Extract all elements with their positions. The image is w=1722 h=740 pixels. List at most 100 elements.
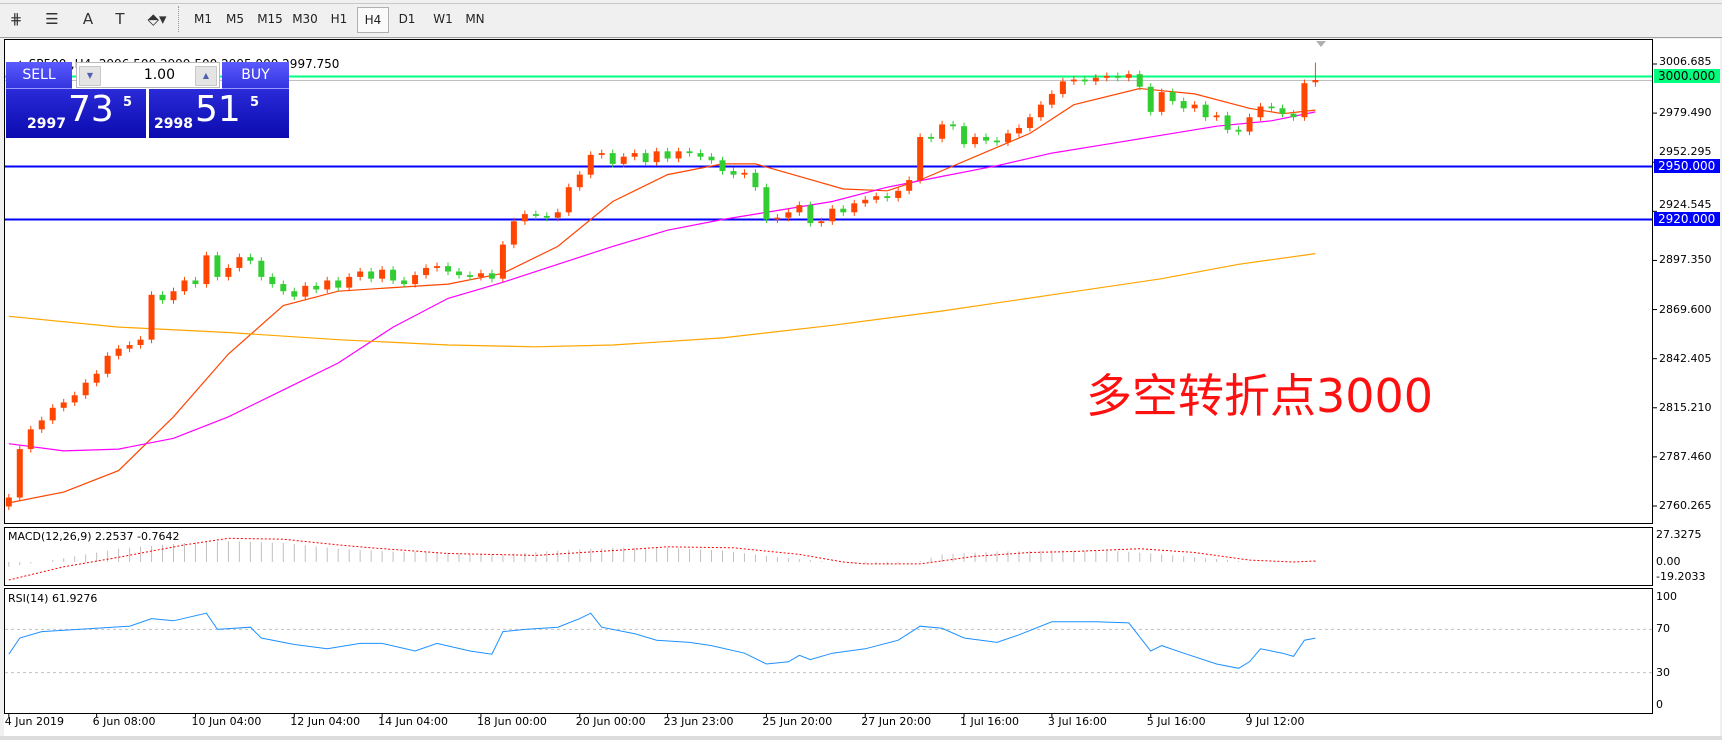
candle-body: [697, 153, 704, 157]
candle-body: [741, 172, 748, 175]
rsi-label: RSI(14) 61.9276: [8, 592, 98, 605]
moving-average-line: [8, 111, 1316, 452]
candle-body: [1191, 104, 1198, 109]
candle-body: [994, 140, 1000, 143]
candle-body: [1268, 106, 1275, 109]
candle-body: [434, 266, 441, 268]
candle-body: [357, 271, 364, 277]
candle-body: [247, 257, 254, 261]
timeframe-m5-button[interactable]: M5: [226, 12, 244, 26]
candle-body: [917, 136, 924, 181]
rsi-line: [8, 612, 1316, 669]
candle-body: [5, 497, 12, 507]
lot-increase-icon[interactable]: ▲: [195, 66, 217, 86]
timeframe-w1-button[interactable]: W1: [433, 12, 453, 26]
time-axis-label: 27 Jun 20:00: [861, 715, 932, 728]
candle-body: [609, 153, 616, 164]
text-icon[interactable]: A: [82, 10, 94, 28]
macd-axis-label: 27.3275: [1656, 528, 1702, 541]
toolbar-separator: [178, 6, 181, 32]
time-axis-label: 10 Jun 04:00: [191, 715, 262, 728]
rsi-axis-label: 30: [1656, 665, 1670, 679]
price-axis-label: 2842.405: [1659, 351, 1712, 365]
lot-decrease-icon[interactable]: ▼: [79, 66, 101, 86]
price-axis-label: 2815.210: [1659, 400, 1712, 414]
timeframe-h4-button[interactable]: H4: [357, 7, 389, 33]
macd-axis-label: -19.2033: [1656, 570, 1706, 583]
text-label-icon[interactable]: T: [115, 10, 125, 28]
candle-body: [1290, 113, 1297, 118]
chart-window[interactable]: [4, 39, 1720, 736]
lot-size-field[interactable]: ▼ 1.00 ▲: [76, 62, 220, 88]
candle-body: [60, 402, 67, 408]
candle-body: [598, 153, 605, 155]
time-axis-label: 18 Jun 00:00: [476, 715, 547, 728]
candle-body: [686, 151, 693, 154]
buy-price-fraction: 5: [250, 95, 260, 110]
candle-body: [82, 382, 89, 396]
candle-body: [1026, 117, 1033, 129]
time-axis-label: 23 Jun 23:00: [663, 715, 734, 728]
candle-body: [126, 345, 133, 349]
candle-body: [466, 275, 473, 277]
timeframe-m30-button[interactable]: M30: [292, 12, 318, 26]
price-axis-label: 2869.600: [1659, 302, 1712, 316]
candle-body: [796, 205, 803, 213]
time-axis-label: 4 Jun 2019: [4, 715, 64, 728]
candle-body: [554, 212, 561, 218]
price-axis-label: 3006.685: [1659, 55, 1712, 68]
time-axis-label: 6 Jun 08:00: [92, 715, 156, 728]
candle-body: [170, 291, 177, 301]
candle-body: [653, 151, 660, 163]
timeframe-m1-button[interactable]: M1: [194, 12, 212, 26]
rsi-pane-frame: [4, 588, 1653, 714]
candle-body: [510, 221, 517, 245]
candle-body: [1114, 75, 1121, 78]
candle-body: [379, 269, 386, 279]
time-axis-label: 5 Jul 16:00: [1146, 715, 1206, 728]
timeframe-m15-button[interactable]: M15: [257, 12, 283, 26]
candle-body: [785, 212, 792, 218]
candle-body: [1136, 74, 1143, 87]
chart-annotation-text[interactable]: 多空转折点3000: [1086, 369, 1434, 423]
candle-body: [719, 160, 726, 172]
lot-size-value[interactable]: 1.00: [143, 67, 175, 83]
timeframe-h1-button[interactable]: H1: [330, 12, 348, 26]
arrows-icon[interactable]: ⬘▾: [147, 10, 167, 28]
candle-body: [203, 255, 210, 285]
timeframe-d1-button[interactable]: D1: [398, 12, 416, 26]
buy-price-button[interactable]: 2998 51 5: [149, 89, 289, 138]
rsi-axis-label: 0: [1656, 698, 1663, 711]
candle-body: [1180, 101, 1187, 109]
time-axis-label: 14 Jun 04:00: [378, 715, 448, 728]
rsi-axis-label: 70: [1656, 622, 1670, 636]
macd-label: MACD(12,26,9) 2.2537 -0.7642: [8, 530, 180, 543]
fibonacci-expansion-icon[interactable]: ⋕: [9, 10, 23, 28]
candle-body: [906, 180, 913, 191]
moving-average-line: [8, 253, 1316, 348]
candle-body: [104, 355, 111, 374]
sell-button[interactable]: SELL: [6, 62, 72, 89]
candle-body: [181, 280, 188, 292]
candle-body: [1147, 86, 1154, 112]
timeframe-mn-button[interactable]: MN: [465, 12, 485, 26]
candle-body: [1158, 92, 1165, 112]
horizontal-scrollbar[interactable]: [0, 736, 1722, 740]
level-price-tag: 2920.000: [1654, 212, 1720, 226]
candle-body: [1015, 128, 1022, 134]
candle-body: [587, 154, 594, 175]
candle-body: [818, 221, 825, 224]
sell-price-button[interactable]: 2997 73 5: [6, 89, 146, 138]
buy-button[interactable]: BUY: [222, 62, 289, 89]
macd-signal-line: [8, 537, 1316, 581]
candle-body: [445, 266, 451, 272]
candle-body: [675, 151, 682, 159]
candle-body: [214, 255, 221, 277]
fibonacci-fan-icon[interactable]: ☰: [45, 10, 59, 28]
sell-price-pips: 73: [68, 89, 114, 130]
candle-body: [1301, 83, 1308, 118]
candle-body: [1004, 133, 1011, 143]
candle-body: [159, 294, 166, 301]
candle-body: [115, 348, 122, 356]
